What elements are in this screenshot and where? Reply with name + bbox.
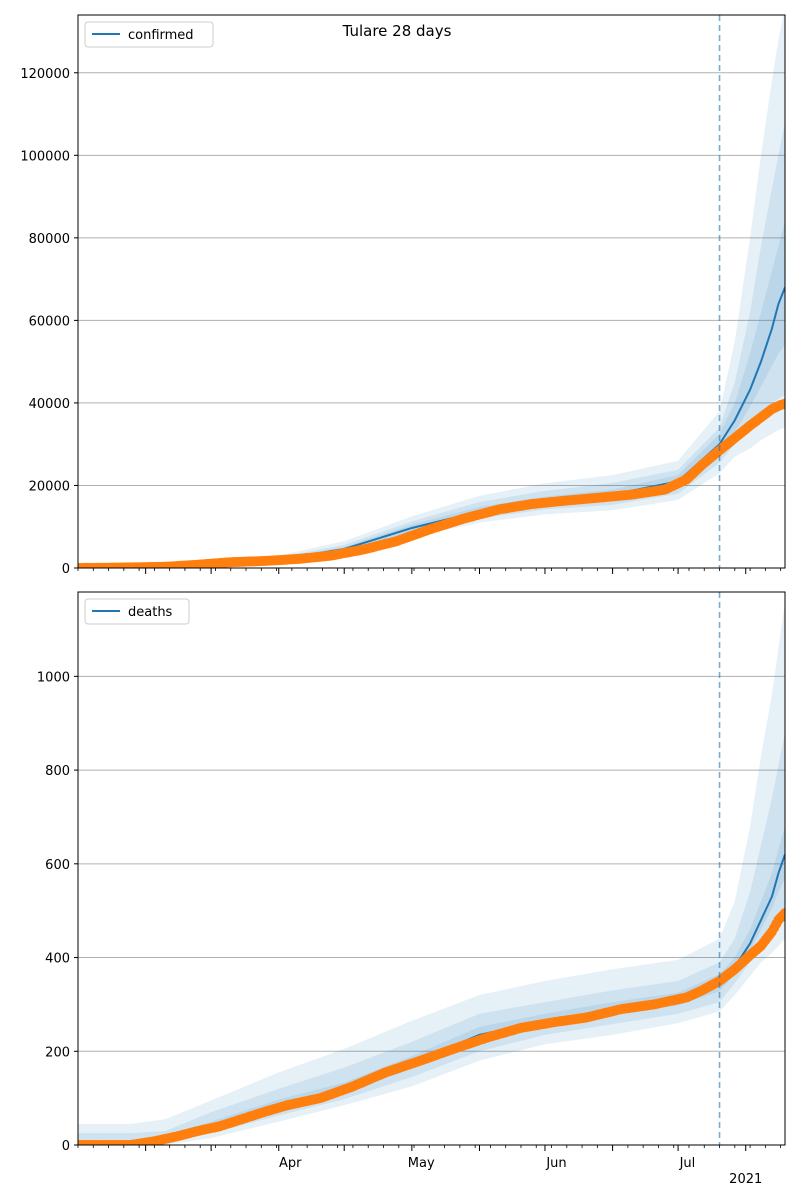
y-tick-label: 0 — [62, 1139, 70, 1154]
y-tick-label: 1000 — [37, 670, 70, 685]
y-tick-label: 800 — [45, 764, 70, 779]
axes-frame — [77, 591, 786, 1146]
axes-frame — [77, 14, 786, 569]
y-tick-label: 40000 — [29, 397, 70, 412]
x-tick-label: 2021 — [729, 1172, 762, 1187]
plot-area — [78, 15, 785, 568]
legend: deaths — [84, 598, 190, 625]
y-tick-label: 0 — [62, 562, 70, 577]
y-tick-label: 200 — [45, 1045, 70, 1060]
x-tick-label: Jun — [545, 1156, 566, 1171]
x-tick-label: Apr — [279, 1156, 302, 1171]
legend: confirmed — [84, 21, 214, 48]
observed-point — [780, 908, 785, 919]
y-tick-label: 60000 — [29, 314, 70, 329]
plot-area — [78, 601, 785, 1145]
y-tick-label: 400 — [45, 952, 70, 967]
observed-series — [78, 908, 785, 1145]
confirmed-plot: 0 20000 40000 60000 80000 100000 120000 confirm… — [20, 14, 786, 577]
y-tick-label: 100000 — [20, 149, 70, 164]
y-tick-label: 600 — [45, 858, 70, 873]
y-tick-label: 80000 — [29, 232, 70, 247]
deaths-plot: 02004006008001000AprMayJunJulAugSepOctNo… — [37, 591, 786, 1187]
y-tick-label: 120000 — [20, 67, 70, 82]
observed-point — [780, 398, 785, 409]
uncertainty-band — [78, 122, 785, 568]
observed-series — [78, 398, 785, 568]
legend-label: confirmed — [128, 28, 194, 43]
legend-box — [84, 21, 214, 48]
x-tick-label: May — [408, 1156, 435, 1171]
y-tick-label: 20000 — [29, 479, 70, 494]
legend-box — [84, 598, 190, 625]
uncertainty-band — [78, 732, 785, 1145]
x-tick-label: Jul — [679, 1156, 696, 1171]
figure-title: Tulare 28 days — [342, 22, 452, 40]
legend-label: deaths — [128, 605, 173, 620]
